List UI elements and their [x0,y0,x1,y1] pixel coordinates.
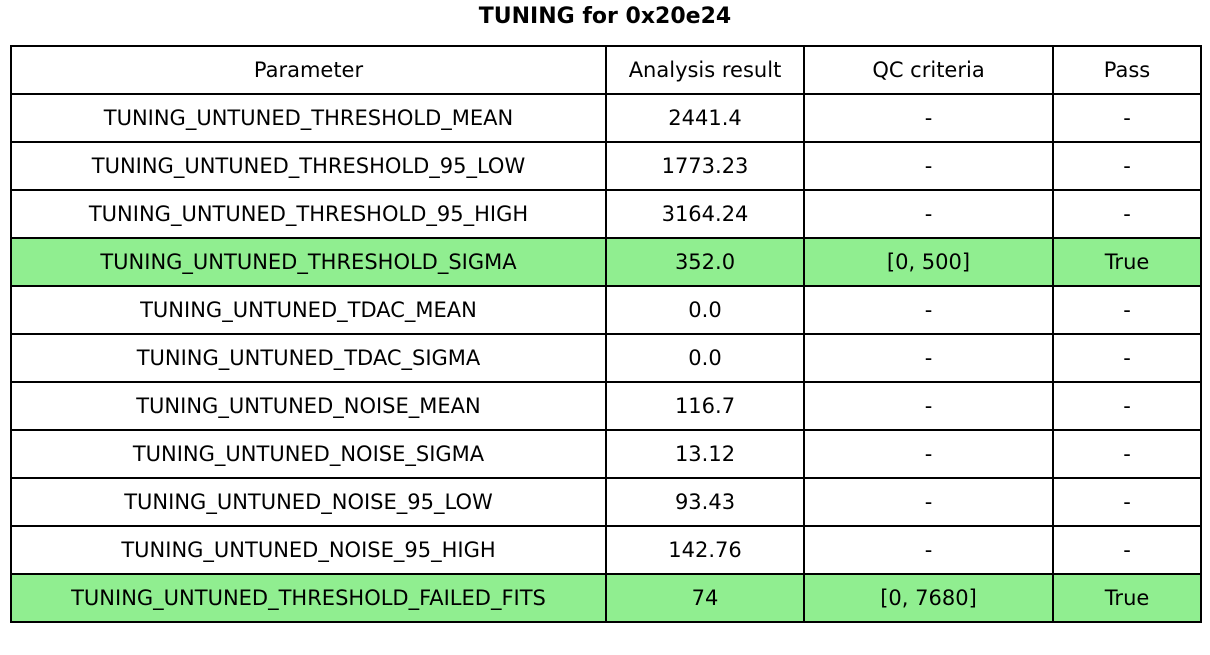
table-row: TUNING_UNTUNED_NOISE_SIGMA 13.12 - - [10,429,1202,479]
result-cell: 0.0 [605,285,805,335]
result-cell: 13.12 [605,429,805,479]
result-cell: 116.7 [605,381,805,431]
qc-cell: - [803,477,1054,527]
result-cell: 352.0 [605,237,805,287]
pass-cell: - [1052,477,1202,527]
pass-cell: - [1052,285,1202,335]
table-row: TUNING_UNTUNED_THRESHOLD_95_LOW 1773.23 … [10,141,1202,191]
qc-cell: - [803,93,1054,143]
qc-cell: [0, 7680] [803,573,1054,623]
param-cell: TUNING_UNTUNED_THRESHOLD_95_HIGH [10,189,607,239]
result-cell: 74 [605,573,805,623]
pass-cell: - [1052,381,1202,431]
qc-cell: - [803,189,1054,239]
pass-cell: - [1052,333,1202,383]
param-cell: TUNING_UNTUNED_THRESHOLD_FAILED_FITS [10,573,607,623]
table-row: TUNING_UNTUNED_TDAC_SIGMA 0.0 - - [10,333,1202,383]
header-analysis-result: Analysis result [605,45,805,95]
table-row-highlighted: TUNING_UNTUNED_THRESHOLD_SIGMA 352.0 [0,… [10,237,1202,287]
qc-cell: - [803,333,1054,383]
qc-cell: [0, 500] [803,237,1054,287]
result-cell: 93.43 [605,477,805,527]
result-cell: 2441.4 [605,93,805,143]
qc-results-table: Parameter Analysis result QC criteria Pa… [10,45,1202,623]
table-row: TUNING_UNTUNED_TDAC_MEAN 0.0 - - [10,285,1202,335]
pass-cell: - [1052,429,1202,479]
qc-cell: - [803,429,1054,479]
pass-cell: True [1052,573,1202,623]
param-cell: TUNING_UNTUNED_TDAC_MEAN [10,285,607,335]
param-cell: TUNING_UNTUNED_NOISE_MEAN [10,381,607,431]
result-cell: 0.0 [605,333,805,383]
param-cell: TUNING_UNTUNED_THRESHOLD_95_LOW [10,141,607,191]
table-row: TUNING_UNTUNED_THRESHOLD_95_HIGH 3164.24… [10,189,1202,239]
table-row-highlighted: TUNING_UNTUNED_THRESHOLD_FAILED_FITS 74 … [10,573,1202,623]
param-cell: TUNING_UNTUNED_NOISE_95_LOW [10,477,607,527]
pass-cell: - [1052,525,1202,575]
result-cell: 3164.24 [605,189,805,239]
table-header-row: Parameter Analysis result QC criteria Pa… [10,45,1202,95]
header-qc-criteria: QC criteria [803,45,1054,95]
qc-cell: - [803,381,1054,431]
pass-cell: - [1052,189,1202,239]
qc-cell: - [803,141,1054,191]
param-cell: TUNING_UNTUNED_NOISE_95_HIGH [10,525,607,575]
header-parameter: Parameter [10,45,607,95]
header-pass: Pass [1052,45,1202,95]
pass-cell: - [1052,93,1202,143]
table-row: TUNING_UNTUNED_NOISE_MEAN 116.7 - - [10,381,1202,431]
param-cell: TUNING_UNTUNED_NOISE_SIGMA [10,429,607,479]
qc-cell: - [803,525,1054,575]
qc-cell: - [803,285,1054,335]
page-title: TUNING for 0x20e24 [478,4,732,29]
param-cell: TUNING_UNTUNED_THRESHOLD_SIGMA [10,237,607,287]
result-cell: 142.76 [605,525,805,575]
table-row: TUNING_UNTUNED_THRESHOLD_MEAN 2441.4 - - [10,93,1202,143]
result-cell: 1773.23 [605,141,805,191]
pass-cell: - [1052,141,1202,191]
pass-cell: True [1052,237,1202,287]
table-row: TUNING_UNTUNED_NOISE_95_LOW 93.43 - - [10,477,1202,527]
param-cell: TUNING_UNTUNED_THRESHOLD_MEAN [10,93,607,143]
table-row: TUNING_UNTUNED_NOISE_95_HIGH 142.76 - - [10,525,1202,575]
param-cell: TUNING_UNTUNED_TDAC_SIGMA [10,333,607,383]
